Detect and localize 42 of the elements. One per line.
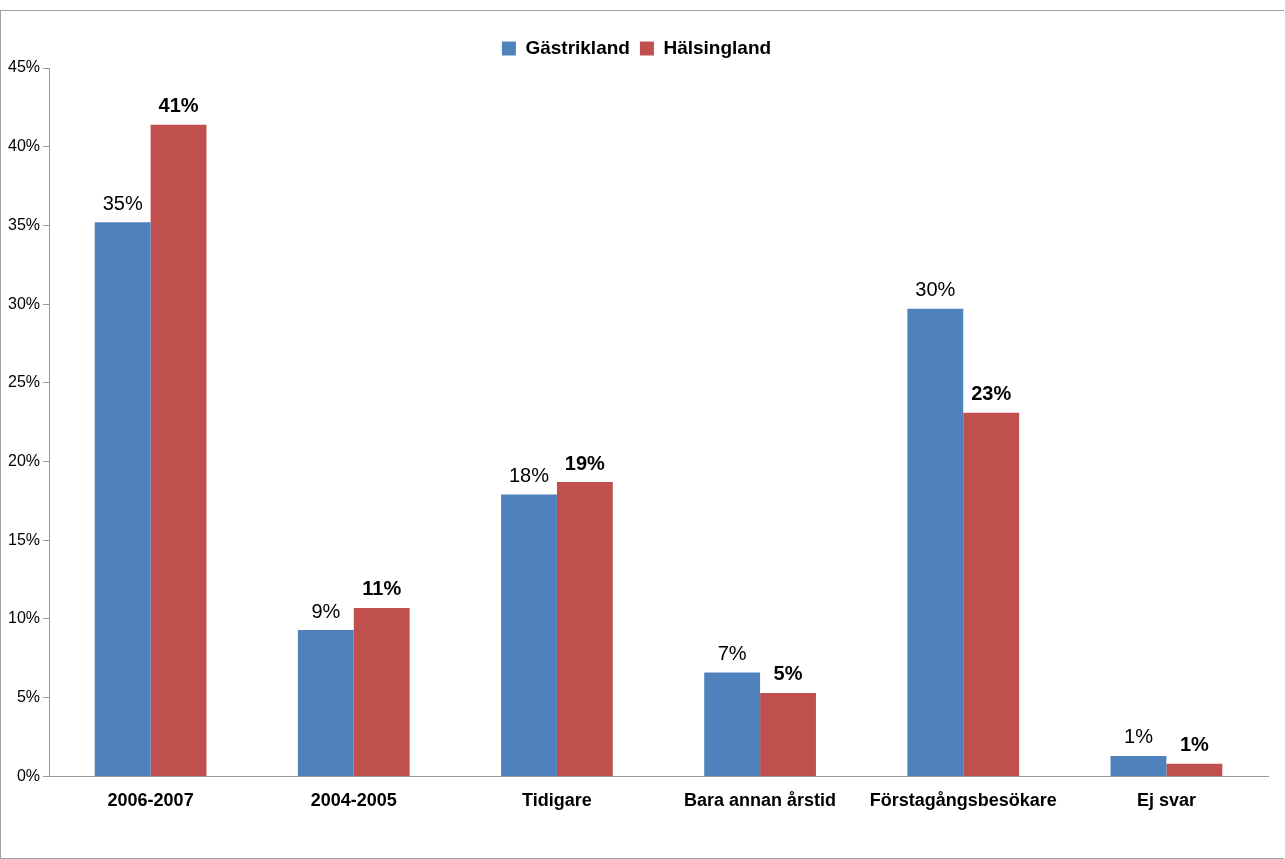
- y-tick-label: 40%: [7, 137, 41, 155]
- legend-label: Gästrikland: [525, 36, 630, 58]
- bar: [760, 692, 816, 776]
- y-tick-label: 25%: [7, 373, 41, 391]
- x-tick-label: 2004-2005: [310, 790, 397, 811]
- y-tick-label: 35%: [7, 215, 41, 233]
- data-label: 18%: [508, 464, 550, 487]
- data-label: 35%: [102, 191, 143, 214]
- bar: [1110, 755, 1167, 776]
- x-tick-label: Bara annan årstid: [684, 790, 837, 811]
- data-label: 19%: [564, 451, 606, 474]
- x-tick-label: Ej svar: [1136, 790, 1196, 811]
- data-label: 9%: [311, 599, 341, 622]
- y-tick-label: 15%: [7, 530, 41, 548]
- bar: [1166, 763, 1223, 776]
- x-tick-label: Tidigare: [522, 790, 592, 811]
- y-tick-label: 30%: [7, 294, 41, 312]
- bar: [907, 308, 964, 776]
- bar: [704, 672, 761, 776]
- data-label: 30%: [915, 278, 956, 301]
- bar: [963, 412, 1020, 776]
- bar: [353, 607, 410, 776]
- y-tick-label: 10%: [7, 609, 41, 627]
- x-tick-label: Förstagångsbesökare: [869, 790, 1057, 811]
- data-label: 1%: [1124, 725, 1154, 748]
- bar: [94, 222, 151, 776]
- data-label: 1%: [1179, 733, 1210, 756]
- bar: [501, 494, 557, 776]
- data-label: 11%: [362, 577, 402, 600]
- data-label: 41%: [158, 94, 199, 117]
- data-label: 5%: [773, 662, 803, 685]
- legend-label: Hälsingland: [663, 36, 772, 58]
- data-label: 23%: [971, 382, 1012, 405]
- y-tick-label: 0%: [16, 766, 41, 784]
- y-tick-label: 45%: [7, 58, 41, 76]
- y-tick-label: 20%: [7, 451, 41, 469]
- y-tick-label: 5%: [16, 688, 41, 706]
- data-label: 7%: [717, 642, 747, 665]
- x-tick-label: 2006-2007: [107, 790, 194, 811]
- bar: [556, 482, 613, 776]
- bar: [297, 630, 354, 776]
- bar: [150, 124, 207, 776]
